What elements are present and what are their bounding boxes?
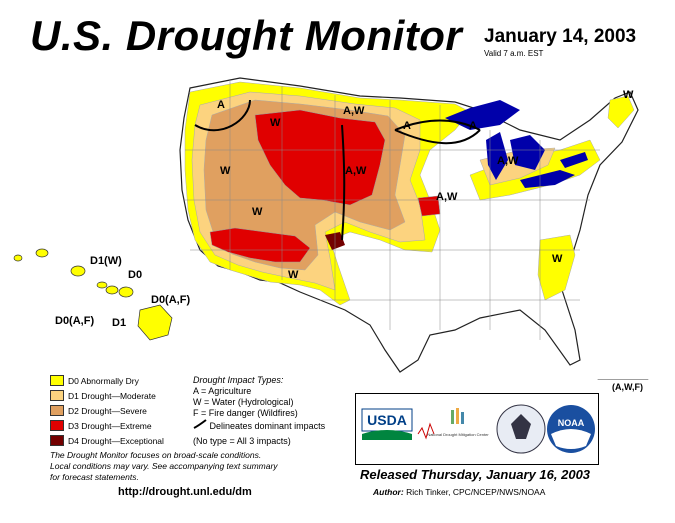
d3-areas — [209, 109, 441, 263]
source-url[interactable]: http://drought.unl.edu/dm — [118, 486, 252, 498]
impact-label-a-nw: A — [217, 99, 225, 111]
map-title: U.S. Drought Monitor — [30, 12, 463, 59]
impact-label-w-ne: W — [623, 89, 634, 101]
drought-legend: D0 Abnormally Dry D1 Drought—Moderate D2… — [50, 373, 164, 448]
hawaii-label-d0af-right: D0(A,F) — [151, 294, 191, 306]
impact-line-icon — [193, 419, 207, 429]
drought-map — [13, 77, 649, 380]
impact-label-a-mi: A — [469, 120, 477, 132]
hawaii-islands — [13, 248, 173, 341]
impact-no-type: (No type = All 3 impacts) — [193, 436, 291, 446]
map-date: January 14, 2003 — [484, 26, 637, 47]
legend-swatch-d3 — [50, 420, 64, 431]
legend-swatch-d1 — [50, 390, 64, 401]
great-lakes — [445, 100, 588, 188]
hawaii-label-d1w: D1(W) — [90, 255, 122, 267]
hawaii-label-d1: D1 — [112, 317, 127, 329]
impact-label-aw-ks: A,W — [436, 191, 458, 203]
hawaii-label-d0: D0 — [128, 269, 143, 281]
impact-types-heading: Drought Impact Types: — [193, 375, 284, 385]
logo-strip: USDA National Drought Mitigation Center … — [361, 404, 595, 454]
impact-label-w-nm: W — [288, 269, 299, 281]
hawaii-label-d0af-left: D0(A,F) — [55, 315, 95, 327]
impact-label-w-mt: W — [270, 117, 281, 129]
impact-types-key: Drought Impact Types: A = Agriculture W … — [193, 375, 325, 447]
legend-swatch-d0 — [50, 375, 64, 386]
author-line: Author: Rich Tinker, CPC/NCEP/NWS/NOAA — [373, 487, 546, 497]
ndmc-logo: National Drought Mitigation Center — [427, 408, 489, 437]
valid-time: Valid 7 a.m. EST — [484, 49, 544, 58]
impact-label-w-id: W — [252, 206, 263, 218]
legend-swatch-d4 — [50, 435, 64, 446]
impact-label-a-mn: A — [403, 120, 411, 132]
impact-label-aw-nd: A,W — [343, 105, 365, 117]
impact-type-f: F = Fire danger (Wildfires) — [193, 408, 298, 418]
legend-item-d0: D0 Abnormally Dry — [50, 373, 164, 388]
usda-logo: USDA — [367, 412, 407, 428]
state-borders — [185, 80, 600, 340]
puerto-rico-label: (A,W,F) — [612, 382, 643, 392]
svg-text:National Drought Mitigation Ce: National Drought Mitigation Center — [427, 432, 489, 437]
impact-lines — [194, 99, 481, 241]
legend-item-d4: D4 Drought—Exceptional — [50, 433, 164, 448]
noaa-logo: NOAA — [558, 418, 585, 428]
impact-label-aw-ne: A,W — [345, 165, 367, 177]
impact-label-w-ga: W — [552, 253, 563, 265]
impact-type-w: W = Water (Hydrological) — [193, 397, 294, 407]
impact-type-a: A = Agriculture — [193, 386, 252, 396]
legend-item-d1: D1 Drought—Moderate — [50, 388, 164, 403]
agency-logos: USDA National Drought Mitigation Center … — [355, 393, 599, 465]
disclaimer-note: The Drought Monitor focuses on broad-sca… — [50, 450, 278, 482]
impact-label-aw-mi: A,W — [497, 155, 519, 167]
legend-item-d3: D3 Drought—Extreme — [50, 418, 164, 433]
legend-swatch-d2 — [50, 405, 64, 416]
impact-line-key: Delineates dominant impacts — [193, 419, 325, 432]
impact-label-w-or: W — [220, 165, 231, 177]
released-date: Released Thursday, January 16, 2003 — [360, 467, 591, 482]
legend-item-d2: D2 Drought—Severe — [50, 403, 164, 418]
